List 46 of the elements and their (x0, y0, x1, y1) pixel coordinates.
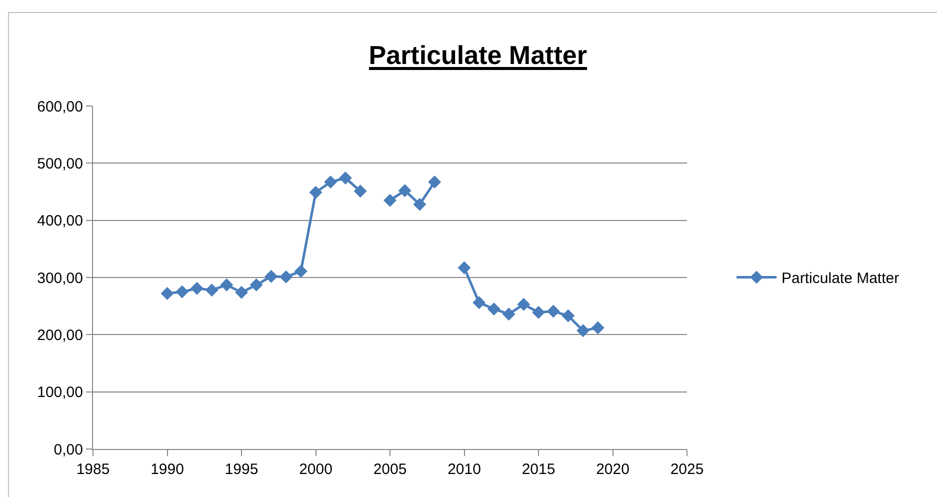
x-tick-label: 2015 (522, 461, 556, 478)
x-tick-label: 2005 (373, 461, 407, 478)
point (235, 286, 248, 299)
x-tick-label: 2010 (448, 461, 481, 478)
point (250, 278, 263, 292)
y-tick-label: 400,00 (37, 212, 83, 230)
point (190, 282, 204, 295)
point (562, 309, 575, 322)
y-tick-label: 0,00 (54, 441, 83, 458)
point (205, 284, 218, 297)
y-tick-label: 200,00 (37, 326, 83, 344)
point (354, 184, 367, 198)
point (472, 296, 486, 310)
point (546, 304, 560, 318)
point (264, 270, 278, 283)
point (160, 287, 174, 300)
point (176, 285, 189, 298)
point (428, 176, 442, 189)
point (576, 324, 590, 338)
y-tick-label: 600,00 (37, 98, 83, 116)
point (458, 261, 471, 274)
point (487, 302, 500, 316)
point (338, 172, 352, 185)
x-tick-label: 1990 (150, 461, 184, 478)
point (324, 176, 338, 189)
x-tick-label: 2020 (596, 461, 630, 478)
point (309, 186, 322, 199)
point (220, 278, 234, 292)
x-tick-label: 2025 (670, 461, 704, 478)
x-tick-label: 1995 (224, 461, 258, 478)
point (591, 321, 604, 334)
point (502, 308, 516, 321)
y-tick-label: 500,00 (37, 155, 83, 172)
point (294, 264, 308, 278)
point (517, 298, 530, 311)
y-tick-label: 100,00 (37, 384, 83, 402)
legend-label: Particulate Matter (782, 270, 900, 288)
chart-title: Particulate Matter (368, 40, 587, 70)
point (532, 306, 545, 319)
point (413, 198, 426, 211)
point (384, 194, 396, 207)
x-tick-label: 1985 (76, 461, 110, 478)
x-tick-label: 2000 (299, 461, 332, 478)
point (398, 184, 412, 198)
point (280, 270, 293, 284)
y-tick-label: 300,00 (37, 270, 83, 287)
